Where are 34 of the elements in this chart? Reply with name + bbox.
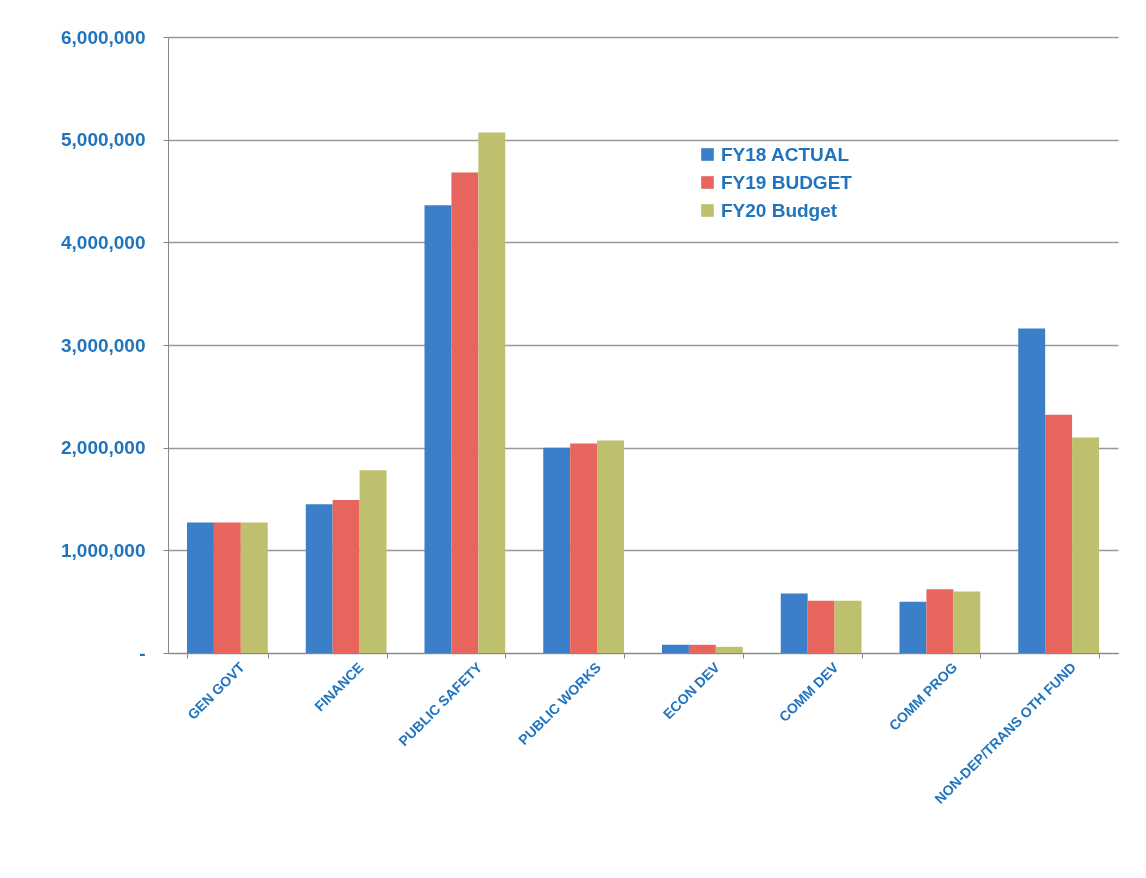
bar — [187, 522, 214, 653]
bar — [424, 205, 452, 653]
bar — [715, 646, 743, 653]
y-tick-label: 3,000,000 — [60, 334, 146, 356]
bar — [359, 470, 387, 653]
bar — [1018, 328, 1046, 653]
y-tick-label: 5,000,000 — [60, 129, 146, 151]
legend-label: FY18 ACTUAL — [721, 143, 850, 165]
bar — [1045, 414, 1073, 653]
bar — [780, 593, 808, 653]
y-tick-label: 2,000,000 — [60, 437, 146, 459]
bar — [305, 504, 333, 653]
bar — [807, 600, 835, 653]
y-tick-label: - — [139, 642, 146, 664]
y-tick-label: 1,000,000 — [60, 539, 146, 561]
bar — [899, 601, 927, 653]
bar — [213, 522, 241, 653]
bar — [597, 440, 624, 653]
y-tick-label: 6,000,000 — [60, 26, 146, 48]
bar — [570, 443, 598, 653]
bar — [1072, 437, 1099, 653]
bar — [662, 644, 689, 653]
y-tick-label: 4,000,000 — [60, 231, 146, 253]
bar — [478, 132, 506, 653]
bar — [926, 589, 954, 653]
bar — [688, 644, 716, 653]
bar — [451, 172, 479, 653]
legend-label: FY19 BUDGET — [721, 171, 853, 193]
bar — [834, 600, 862, 653]
bar — [953, 591, 981, 653]
bar — [240, 522, 268, 653]
bar — [332, 500, 360, 653]
bar — [543, 447, 571, 653]
legend-label: FY20 Budget — [721, 199, 838, 221]
